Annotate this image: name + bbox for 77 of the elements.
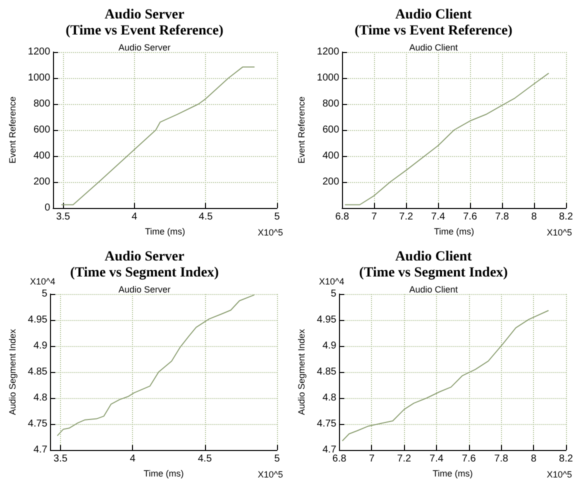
y-tick-label: 1200 <box>28 46 51 58</box>
text: X10^4 <box>30 276 56 286</box>
chart-subtitle: Audio Server <box>118 42 171 52</box>
y-tick-label: 4.75 <box>28 418 48 430</box>
y-tick-label: 4.9 <box>322 340 337 352</box>
x-tick-label: 8.2 <box>559 454 574 464</box>
x-tick-label: 3.5 <box>56 212 71 222</box>
chart-subtitle: Audio Client <box>409 42 458 52</box>
x-tick-label: 3.5 <box>54 454 68 464</box>
x-tick-label: 7.6 <box>463 212 478 222</box>
y-tick-label: 4.85 <box>316 366 337 378</box>
x-tick-label: 6.8 <box>335 212 350 222</box>
chart-title: Audio Server (Time vs Segment Index) <box>70 250 220 280</box>
y-tick-label: 400 <box>322 150 340 162</box>
y-tick-label: 4.9 <box>33 340 48 352</box>
chart-subtitle: Audio Client <box>409 284 458 294</box>
y-tick-label: 4.8 <box>33 392 48 404</box>
line-series <box>342 310 549 442</box>
line-series <box>57 294 254 436</box>
x-tick-label: 5 <box>274 212 280 222</box>
chart-title: Audio Client (Time vs Segment Index) <box>359 250 508 280</box>
y-tick-label: 1200 <box>316 46 340 58</box>
chart-title: Audio Client (Time vs Event Reference) <box>354 8 513 38</box>
y-tick-label: 0 <box>44 202 51 214</box>
x-tick-label: 4.5 <box>198 454 212 464</box>
x-tick-label: 8 <box>530 454 537 464</box>
x-tick-label: 7.2 <box>399 212 414 222</box>
chart-title: Audio Server (Time vs Event Reference) <box>66 8 224 38</box>
x-tick-label: 7 <box>371 212 378 222</box>
y-tick-label: 800 <box>33 98 51 110</box>
x-tick-label: 7.4 <box>430 454 444 464</box>
y-tick-label: 4.95 <box>316 314 337 326</box>
y-tick-label: 4.75 <box>316 418 337 430</box>
y-tick-label: 600 <box>33 124 51 136</box>
y-tick-label: 4.8 <box>322 392 337 404</box>
x-tick-label: 8.2 <box>559 212 574 222</box>
x-axis-title: Time (ms) <box>144 468 184 478</box>
y-tick-label: 1000 <box>316 72 340 84</box>
y-tick-label: 5 <box>42 288 48 300</box>
y-axis-title: Audio Segment Index <box>8 328 18 416</box>
x-axis-title: Time (ms) <box>144 226 186 236</box>
y-tick-label: 800 <box>322 98 340 110</box>
x-tick-label: 7.4 <box>431 212 446 222</box>
y-tick-label: 4.95 <box>28 314 48 326</box>
x-tick-label: 7 <box>368 454 375 464</box>
text: X10^5 <box>546 228 572 238</box>
x-tick-label: 8 <box>531 212 538 222</box>
x-tick-label: 4 <box>132 212 138 222</box>
text: X10^5 <box>258 228 284 238</box>
x-tick-label: 4 <box>130 454 136 464</box>
y-tick-label: 4.7 <box>33 444 48 456</box>
y-axis-title: Audio Segment Index <box>296 328 306 416</box>
y-axis-title: Event Reference <box>8 96 18 164</box>
chart-subtitle: Audio Server <box>118 284 171 294</box>
x-axis-title: Time (ms) <box>434 226 474 236</box>
y-tick-label: 4.7 <box>322 444 337 456</box>
x-tick-label: 5 <box>274 454 280 464</box>
text: X10^4 <box>319 276 344 286</box>
line-series <box>344 72 549 206</box>
x-tick-label: 6.8 <box>332 454 347 464</box>
text: X10^5 <box>258 470 284 480</box>
x-tick-label: 7.6 <box>462 454 476 464</box>
x-tick-label: 7.2 <box>397 454 412 464</box>
y-tick-label: 600 <box>322 124 340 136</box>
text: X10^5 <box>546 470 572 480</box>
y-tick-label: 200 <box>33 176 51 188</box>
y-tick-label: 1000 <box>28 72 51 84</box>
x-tick-label: 4.5 <box>198 212 214 222</box>
y-tick-label: 5 <box>330 288 337 300</box>
x-tick-label: 7.8 <box>495 212 510 222</box>
x-axis-title: Time (ms) <box>432 468 473 478</box>
y-axis-title: Event Reference <box>296 96 306 164</box>
y-tick-label: 200 <box>322 176 340 188</box>
line-series <box>61 66 255 206</box>
y-tick-label: 400 <box>33 150 51 162</box>
y-tick-label: 4.85 <box>28 366 48 378</box>
x-tick-label: 7.8 <box>494 454 509 464</box>
